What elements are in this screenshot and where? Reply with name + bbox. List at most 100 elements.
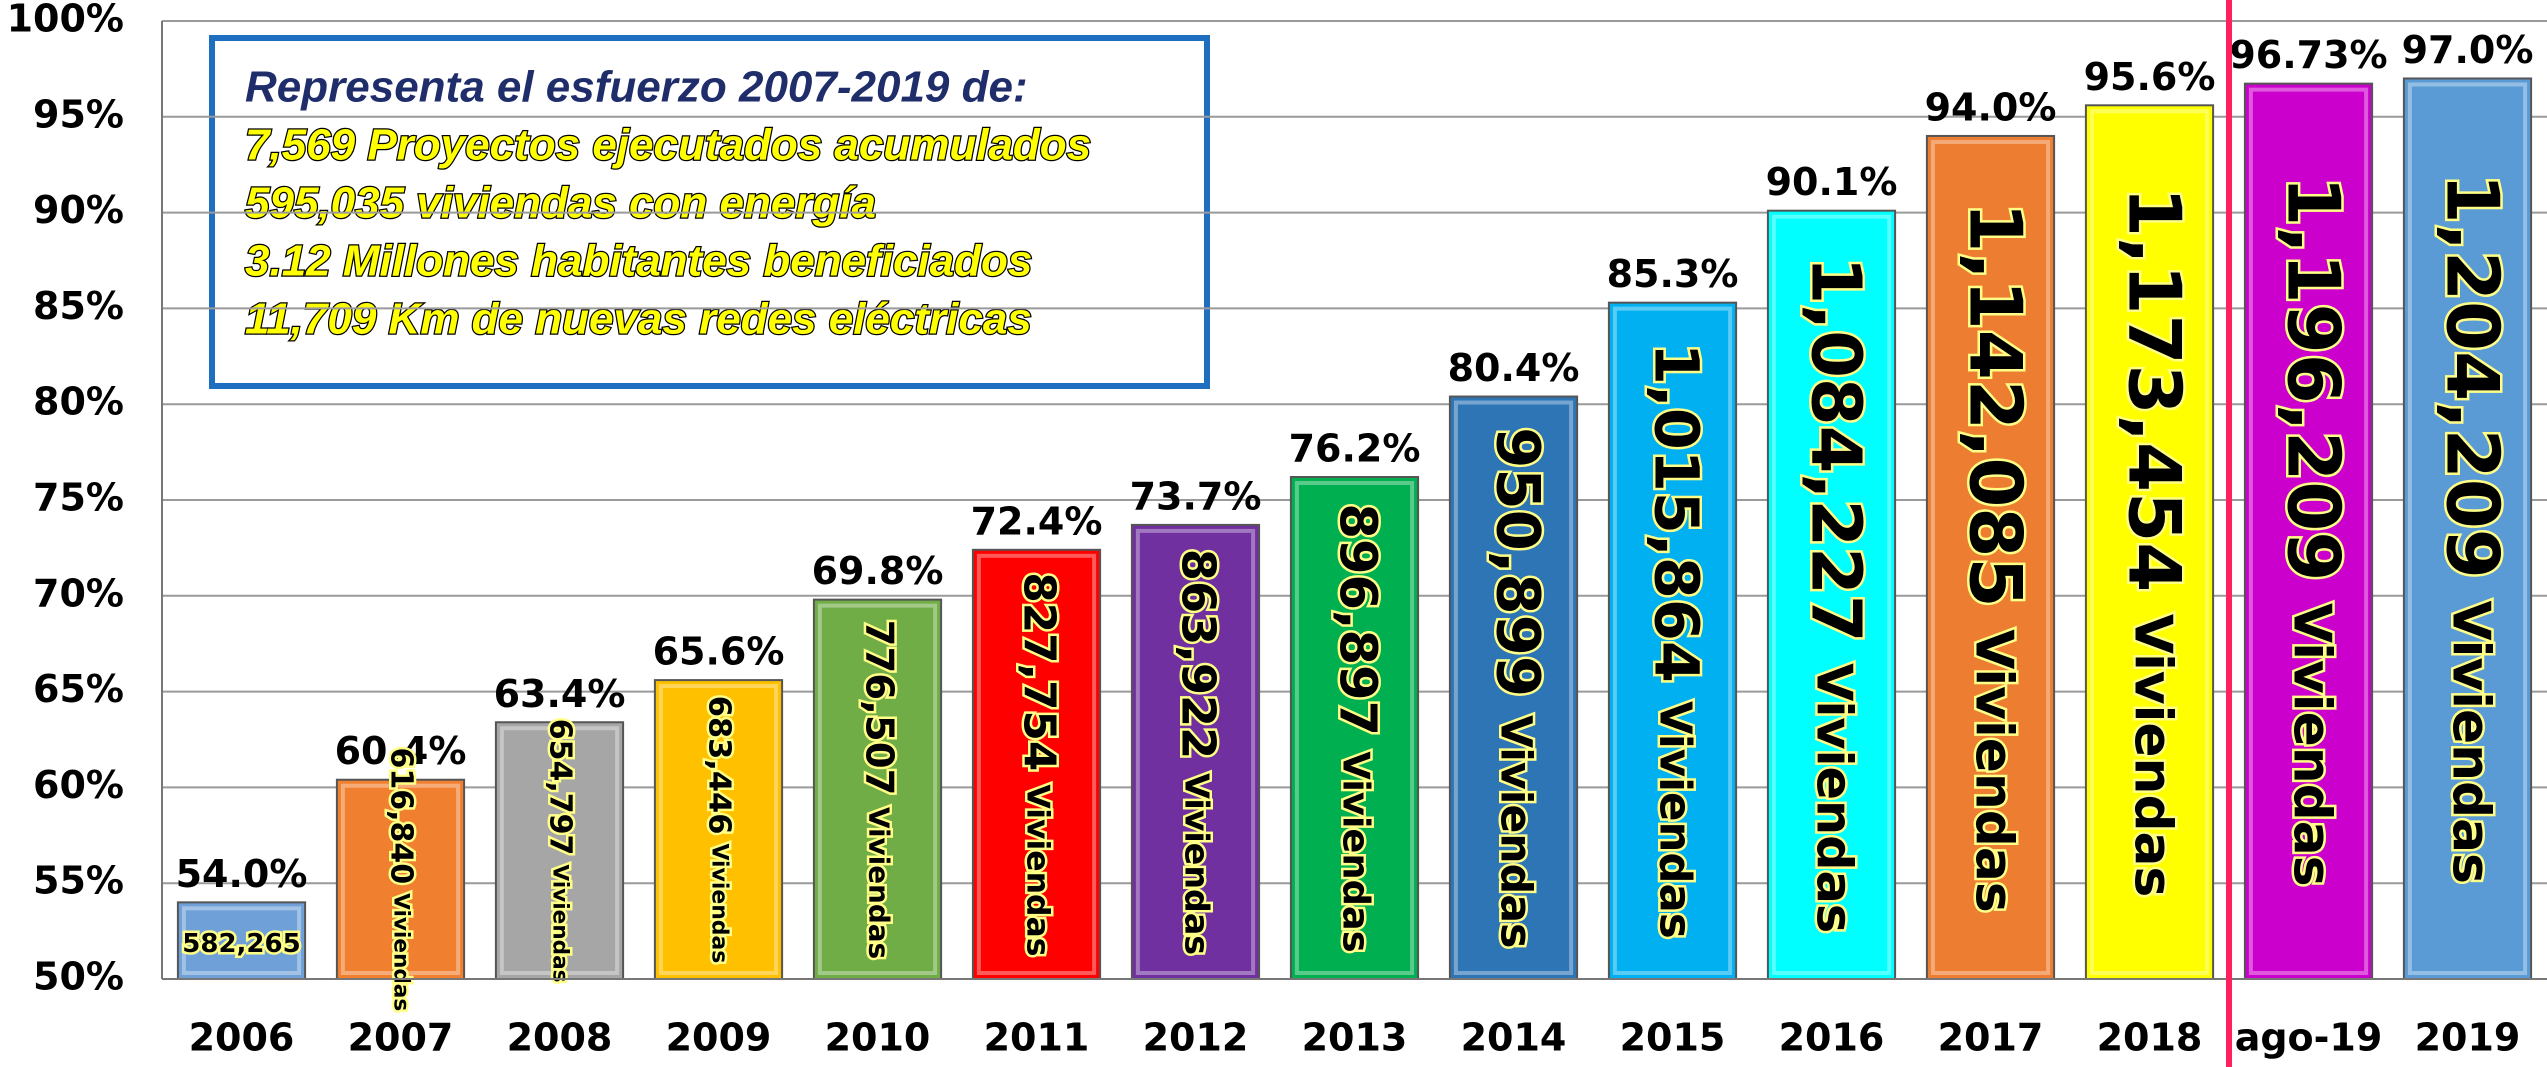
inner-number: 1,142,085 [1954,202,2038,607]
inner-unit: Viviendas [1491,715,1541,949]
inner-label: 616,840 Viviendas [384,747,419,1011]
bar-bevel [1294,481,1415,975]
bar-bevel [658,684,779,975]
bar [2084,104,2215,980]
x-tick-label: ago-19 [2235,1016,2383,1060]
annotation-line: 7,569 Proyectos ejecutados acumulados [245,121,1091,170]
inner-number: 683,446 [702,696,737,835]
x-tick-label: 2015 [1620,1016,1726,1060]
x-tick-label: 2011 [984,1016,1090,1060]
bar-bevel [2089,109,2210,975]
value-label: 96.73% [2229,33,2387,77]
bar [971,548,1102,980]
x-tick-label: 2019 [2415,1016,2521,1060]
value-label: 95.6% [2084,55,2216,99]
inner-unit: Viviendas [2123,614,2183,898]
inner-unit: Viviendas [1020,784,1056,956]
inner-unit: Viviendas [707,843,732,963]
y-tick-label: 85% [33,284,124,328]
bar-bevel [2248,87,2369,975]
bar-bevel [340,783,461,976]
value-label: 69.8% [812,549,944,593]
y-tick-label: 95% [33,92,124,136]
inner-unit: Viviendas [2441,600,2501,884]
inner-number: 1,204,209 [2431,173,2515,578]
inner-unit: Viviendas [389,893,414,1011]
inner-number: 654,797 [543,719,578,856]
value-label: 90.1% [1766,160,1898,204]
bar [1448,395,1579,980]
bar-bevel [1453,400,1574,975]
bar-bevel [1771,214,1892,975]
y-tick-label: 70% [33,571,124,615]
y-tick-label: 65% [33,667,124,711]
value-label: 85.3% [1607,252,1739,296]
y-tick-label: 55% [33,859,124,903]
annotation-line: 11,709 Km de nuevas redes eléctricas [245,295,1032,344]
bar [1130,523,1261,981]
value-label: 80.4% [1448,346,1580,390]
inner-unit: Viviendas [548,864,573,982]
bar [1607,301,1738,981]
value-label: 97.0% [2402,28,2534,72]
inner-number: 1,173,454 [2113,187,2197,592]
bar-bevel [1930,139,2051,975]
x-tick-label: 2010 [825,1016,931,1060]
y-tick-label: 60% [33,763,124,807]
bar [653,679,784,980]
x-tick-label: 2014 [1461,1016,1567,1060]
y-tick-label: 90% [33,188,124,232]
x-tick-label: 2017 [1938,1016,2044,1060]
inner-number: 776,507 [857,620,902,796]
inner-unit: Viviendas [2282,603,2342,887]
bar [1289,476,1420,980]
inner-label: 950,899 Viviendas [1483,427,1552,948]
annotation-title: Representa el esfuerzo 2007-2019 de: [245,63,1028,112]
y-tick-label: 80% [33,380,124,424]
inner-number: 1,015,864 [1641,343,1711,683]
inner-label: 1,084,227 Viviendas [1795,256,1875,933]
bar [1766,209,1897,980]
inner-label: 582,265 [182,929,300,959]
inner-label: 1,015,864 Viviendas [1641,343,1711,939]
bar [2402,77,2533,981]
value-label: 72.4% [971,499,1103,543]
y-tick-label: 75% [33,476,124,520]
inner-number: 827,754 [1014,572,1065,771]
y-tick-label: 50% [33,955,124,999]
value-label: 60.4% [335,729,467,773]
bar-bevel [1612,306,1733,976]
inner-label: 1,142,085 Viviendas [1954,202,2038,912]
inner-label: 1,204,209 Viviendas [2431,173,2515,883]
bar-bevel [2407,82,2528,976]
bar [2243,82,2374,980]
bar [176,901,307,980]
y-tick-label: 100% [7,0,124,41]
annotation-line: 595,035 viviendas con energía [245,179,876,228]
inner-number: 1,196,209 [2272,176,2356,581]
bar-bevel [181,906,302,975]
value-label: 73.7% [1130,474,1262,518]
inner-unit: Viviendas [1964,629,2024,913]
x-tick-label: 2009 [666,1016,772,1060]
bar-bevel [1135,528,1256,976]
bar [1925,134,2056,980]
value-label: 54.0% [176,852,308,896]
inner-number: 863,922 [1172,549,1226,760]
bar [812,598,943,981]
inner-label: 1,196,209 Viviendas [2272,176,2356,886]
inner-label: 776,507 Viviendas [857,620,902,959]
inner-label: 896,897 Viviendas [1328,503,1387,952]
inner-unit: Viviendas [1178,773,1217,955]
bar-bevel [817,603,938,976]
inner-label: 827,754 Viviendas [1014,572,1065,956]
inner-unit: Viviendas [1335,751,1378,952]
inner-label: 1,173,454 Viviendas [2113,187,2197,897]
x-tick-label: 2008 [507,1016,613,1060]
inner-number: 950,899 [1483,427,1552,697]
x-tick-label: 2018 [2097,1016,2203,1060]
bar-bevel [499,726,620,975]
inner-label: 683,446 Viviendas [702,696,737,964]
value-label: 65.6% [653,630,785,674]
